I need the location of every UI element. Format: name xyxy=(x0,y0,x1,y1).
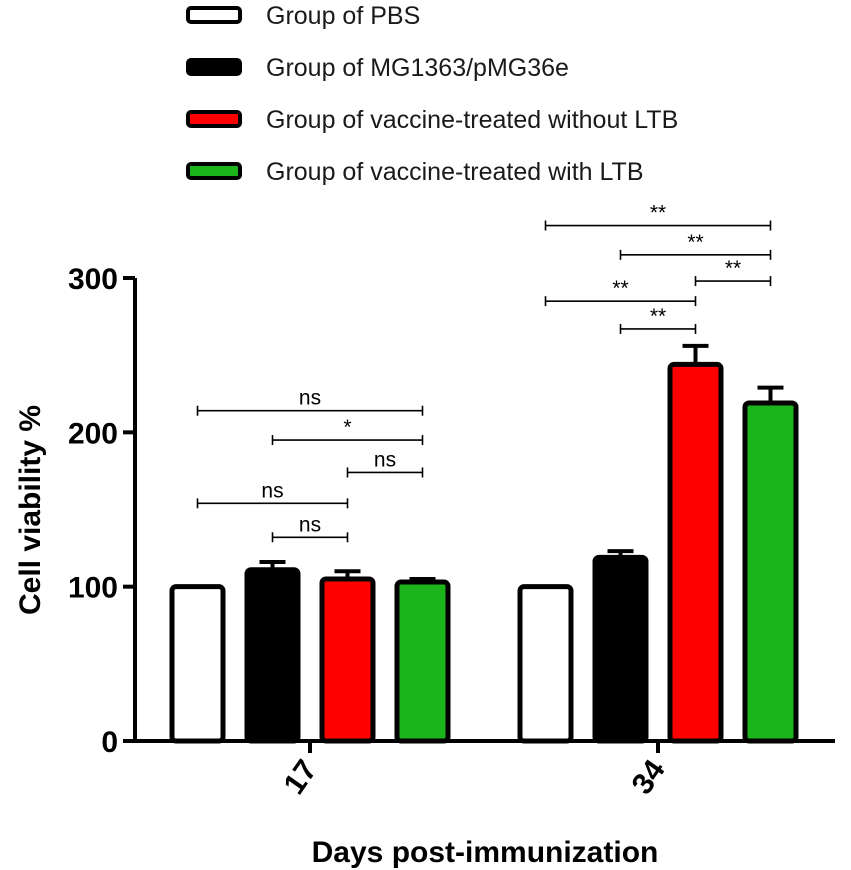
y-tick-label-200: 200 xyxy=(68,417,118,450)
y-tick-label-100: 100 xyxy=(68,572,118,605)
legend-label-3: Group of vaccine-treated without LTB xyxy=(266,106,678,134)
x-tick-label-34: 34 xyxy=(626,754,672,801)
x-axis-title: Days post-immunization xyxy=(312,836,659,869)
legend-label-1: Group of PBS xyxy=(266,2,420,30)
bar-17-4 xyxy=(394,579,451,744)
y-tick-label-300: 300 xyxy=(68,263,118,296)
bar-34-1 xyxy=(517,584,574,744)
bar-34-4 xyxy=(742,400,799,744)
y-tick-label-0: 0 xyxy=(101,726,118,759)
y-axis-title: Cell viability % xyxy=(14,405,47,615)
bar-34-3 xyxy=(667,361,724,744)
sig-label-7: ** xyxy=(687,231,703,254)
legend-swatch-3 xyxy=(186,110,242,128)
sig-label-4: ns xyxy=(261,479,283,502)
bar-17-3 xyxy=(319,576,376,744)
x-tick-label-17: 17 xyxy=(278,754,324,800)
legend-swatch-1 xyxy=(186,6,242,24)
legend: Group of PBS Group of MG1363/pMG36e Group … xyxy=(186,2,678,186)
legend-label-4: Group of vaccine-treated with LTB xyxy=(266,158,644,186)
bars xyxy=(169,343,799,744)
axes: 0 100 200 300 17 34 xyxy=(68,263,835,800)
sig-label-10: ** xyxy=(650,305,666,328)
sig-label-6: ** xyxy=(650,202,666,225)
sig-label-3: ns xyxy=(374,448,396,471)
bar-17-2 xyxy=(244,567,301,744)
sig-label-8: ** xyxy=(725,257,741,280)
sig-label-2: * xyxy=(343,416,351,439)
sig-label-1: ns xyxy=(299,387,321,410)
sig-label-5: ns xyxy=(299,513,321,536)
legend-swatch-2 xyxy=(186,58,242,76)
legend-swatch-4 xyxy=(186,162,242,180)
bar-34-2 xyxy=(592,554,649,744)
sig-label-9: ** xyxy=(612,277,628,300)
legend-label-2: Group of MG1363/pMG36e xyxy=(266,54,569,82)
bar-17-1 xyxy=(169,584,226,744)
